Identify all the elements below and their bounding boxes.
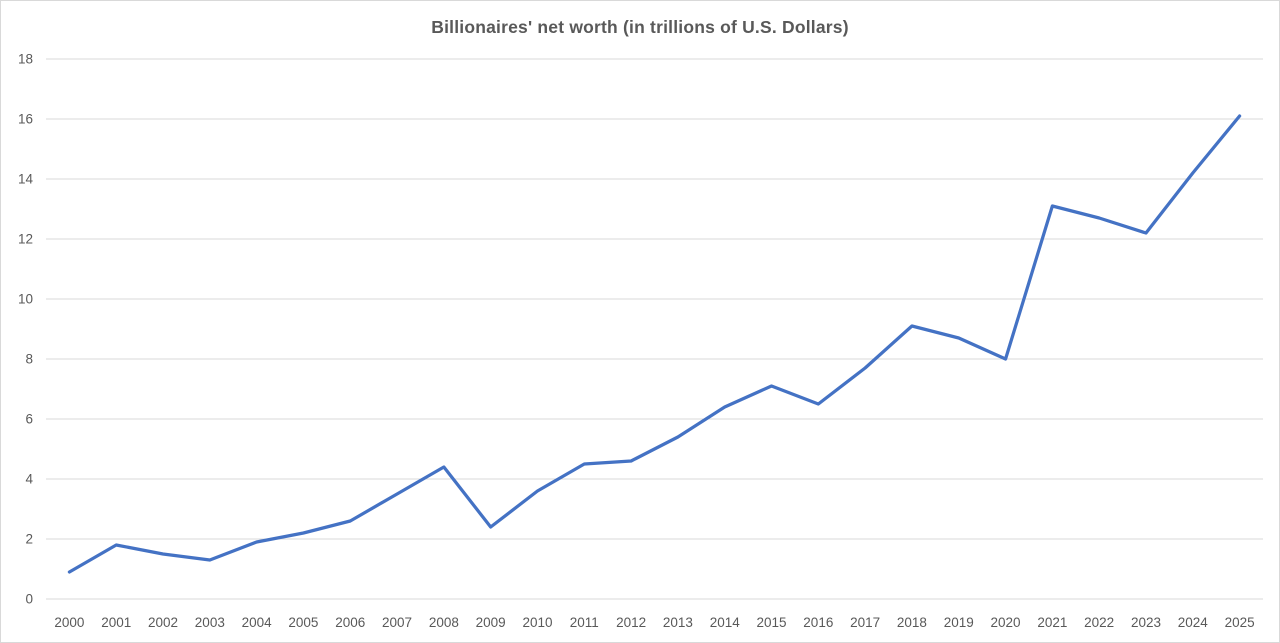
- series-line: [67, 114, 1242, 574]
- y-tick-label: 14: [18, 172, 34, 187]
- x-tick-label: 2021: [1037, 615, 1067, 630]
- x-tick-label: 2022: [1084, 615, 1114, 630]
- chart-title: Billionaires' net worth (in trillions of…: [431, 17, 849, 37]
- y-tick-label: 18: [18, 52, 33, 67]
- x-tick-label: 2012: [616, 615, 646, 630]
- x-tick-label: 2008: [429, 615, 459, 630]
- x-tick-label: 2000: [54, 615, 84, 630]
- x-tick-label: 2006: [335, 615, 365, 630]
- x-tick-label: 2010: [522, 615, 552, 630]
- x-tick-label: 2001: [101, 615, 131, 630]
- y-tick-label: 6: [25, 412, 33, 427]
- x-tick-label: 2004: [242, 615, 273, 630]
- x-tick-label: 2023: [1131, 615, 1161, 630]
- y-tick-label: 2: [25, 532, 33, 547]
- x-tick-label: 2025: [1225, 615, 1255, 630]
- x-tick-label: 2014: [710, 615, 741, 630]
- x-tick-label: 2011: [570, 615, 599, 630]
- x-tick-label: 2013: [663, 615, 693, 630]
- y-tick-label: 16: [18, 112, 33, 127]
- y-tick-label: 12: [18, 232, 33, 247]
- x-tick-label: 2016: [803, 615, 833, 630]
- y-tick-label: 4: [25, 472, 33, 487]
- x-tick-label: 2003: [195, 615, 225, 630]
- x-tick-label: 2005: [288, 615, 318, 630]
- x-tick-label: 2007: [382, 615, 412, 630]
- y-tick-label: 8: [25, 352, 33, 367]
- x-tick-label: 2020: [991, 615, 1021, 630]
- x-tick-label: 2009: [476, 615, 506, 630]
- y-tick-label: 0: [25, 592, 33, 607]
- y-tick-label: 10: [18, 292, 33, 307]
- x-tick-label: 2017: [850, 615, 880, 630]
- x-tick-label: 2018: [897, 615, 927, 630]
- x-tick-label: 2015: [756, 615, 786, 630]
- x-tick-label: 2024: [1178, 615, 1209, 630]
- x-tick-label: 2002: [148, 615, 178, 630]
- x-tick-label: 2019: [944, 615, 974, 630]
